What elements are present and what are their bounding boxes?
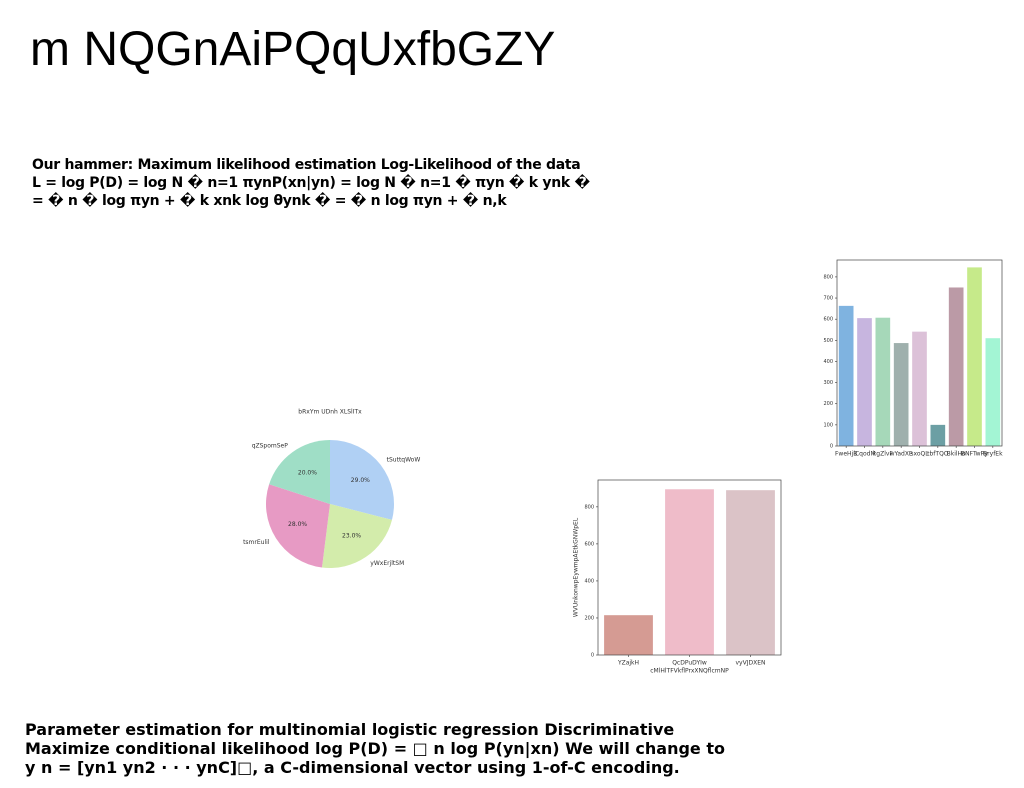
y-tick-label: 600 — [584, 541, 594, 547]
x-axis-label: cMlHlTFVkflPrxXNQflcmNP — [650, 668, 729, 675]
title: m NQGnAiPQqUxfbGZY — [30, 23, 556, 76]
bar — [665, 489, 714, 655]
bar-chart: YZajkH QcDPuDYIw vyVJDXEN 0 200 400 600 800 cMlH… — [573, 479, 782, 675]
bar — [967, 267, 982, 446]
paragraph: Our hammer: Maximum likelihood estimatio… — [32, 157, 590, 209]
x-tick-label: kgZlvF — [873, 451, 894, 458]
y-tick-label: 200 — [584, 615, 594, 621]
bar — [985, 338, 1001, 446]
y-tick-label: 500 — [823, 338, 833, 344]
x-tick-label: tbfTQO — [927, 451, 949, 458]
bar — [948, 287, 964, 446]
bar — [604, 615, 653, 655]
x-tick-label: wYadXE — [890, 451, 913, 458]
pie-chart: bRxYm UDnh XLSlITx tSuttqWoW 29.0% yWxErjlt… — [243, 409, 421, 568]
bar — [838, 305, 854, 446]
slice-label: tsmrEulil — [243, 539, 270, 546]
bar — [912, 331, 927, 446]
pie-slice — [269, 440, 330, 504]
y-tick-label: 400 — [823, 359, 833, 365]
x-tick-label: BNFTwRy — [961, 451, 988, 458]
value-label: 20.0% — [298, 469, 317, 476]
bar — [930, 424, 946, 446]
y-tick-label: 800 — [823, 274, 833, 280]
y-tick-label: 600 — [823, 317, 833, 323]
bar — [726, 490, 775, 655]
x-tick-label: vyVJDXEN — [736, 660, 766, 667]
x-tick-label: QcDPuDYIw — [672, 660, 707, 667]
bar — [893, 343, 909, 446]
x-tick-label: sxoQL — [910, 451, 929, 458]
y-tick-label: 100 — [823, 422, 833, 428]
slice-label: yWxErjltSM — [370, 560, 404, 567]
paragraph: Parameter estimation for multinomial log… — [25, 720, 725, 777]
plot-frame — [597, 479, 782, 656]
y-tick-label: 700 — [823, 296, 833, 302]
y-tick-label: 800 — [584, 504, 594, 510]
x-tick-label: FweHjB — [835, 451, 857, 458]
pie-slice — [330, 440, 394, 520]
pie-slice — [266, 484, 330, 568]
y-tick-label: 0 — [830, 444, 833, 450]
plot-frame — [836, 259, 1003, 447]
x-tick-label: BryfEk — [983, 451, 1003, 458]
slice-label: tSuttqWoW — [387, 457, 421, 464]
value-label: 23.0% — [342, 532, 361, 539]
pie-slice — [321, 504, 392, 568]
x-tick-label: YZajkH — [617, 660, 639, 667]
bar — [857, 318, 872, 446]
value-label: 28.0% — [288, 521, 307, 528]
x-tick-label: lCqodM — [853, 451, 875, 458]
x-tick-label: BkilHo — [947, 451, 966, 458]
y-tick-label: 0 — [591, 653, 594, 659]
y-axis-label: WVUnkonwpEywmpAEtkGNWpEL — [573, 517, 580, 617]
y-tick-label: 300 — [823, 380, 833, 386]
slice-label: qZSpomSeP — [252, 443, 289, 450]
y-tick-label: 200 — [823, 401, 833, 407]
y-tick-label: 400 — [584, 578, 594, 584]
value-label: 29.0% — [351, 477, 370, 484]
bar-chart: FweHjBlCqodMkgZlvFwYadXEsxoQLtbfTQOBkilH… — [823, 259, 1003, 458]
chart-title: bRxYm UDnh XLSlITx — [298, 409, 362, 416]
bar — [875, 317, 891, 446]
